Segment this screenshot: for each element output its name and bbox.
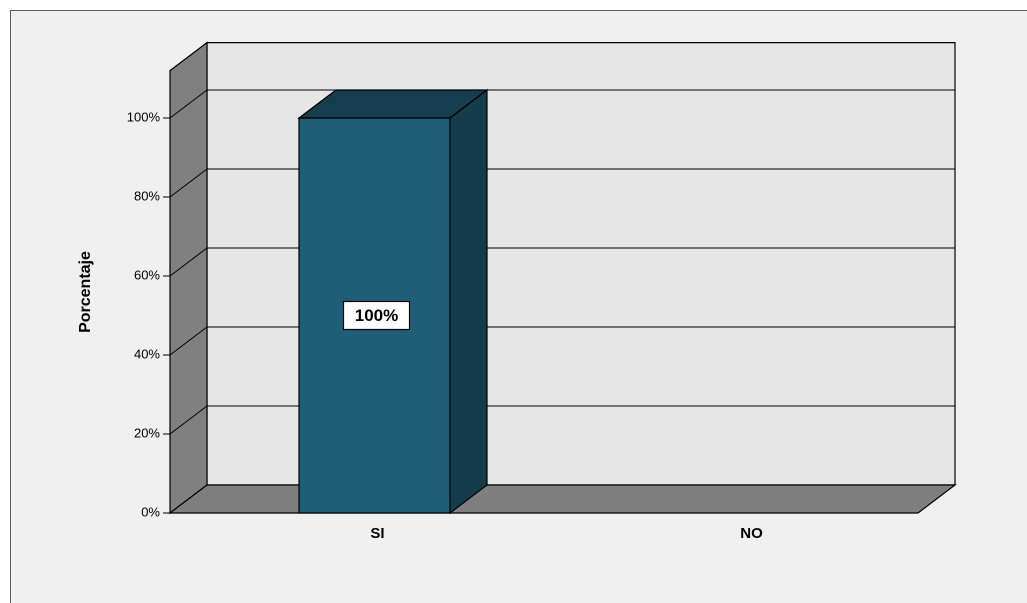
- side-wall: [169, 41, 208, 515]
- x-axis-labels: SI NO: [370, 525, 763, 542]
- data-label-box: [342, 300, 411, 331]
- y-tick-label: 60%: [134, 267, 160, 282]
- bar-side: [449, 88, 488, 515]
- gridline-side: [169, 89, 208, 119]
- x-category-label: SI: [370, 525, 384, 542]
- data-label: 100%: [355, 306, 398, 325]
- x-category-label: NO: [740, 525, 763, 542]
- y-tick-label: 20%: [134, 425, 160, 440]
- y-tick-label: 80%: [134, 188, 160, 203]
- y-tick-label: 40%: [134, 346, 160, 361]
- gridline-side: [169, 405, 208, 435]
- chart-walls: [168, 41, 957, 515]
- gridline-side: [169, 326, 208, 356]
- bars: 100%: [297, 88, 489, 515]
- y-tick-label: 0%: [141, 504, 160, 519]
- y-tick-label: 100%: [127, 109, 161, 124]
- gridline-side: [169, 168, 208, 198]
- floor: [168, 484, 957, 514]
- gridline-side: [169, 247, 208, 277]
- y-axis-ticks: 0% 20% 40% 60% 80% 100%: [127, 109, 170, 519]
- y-axis-title: Porcentaje: [77, 251, 94, 333]
